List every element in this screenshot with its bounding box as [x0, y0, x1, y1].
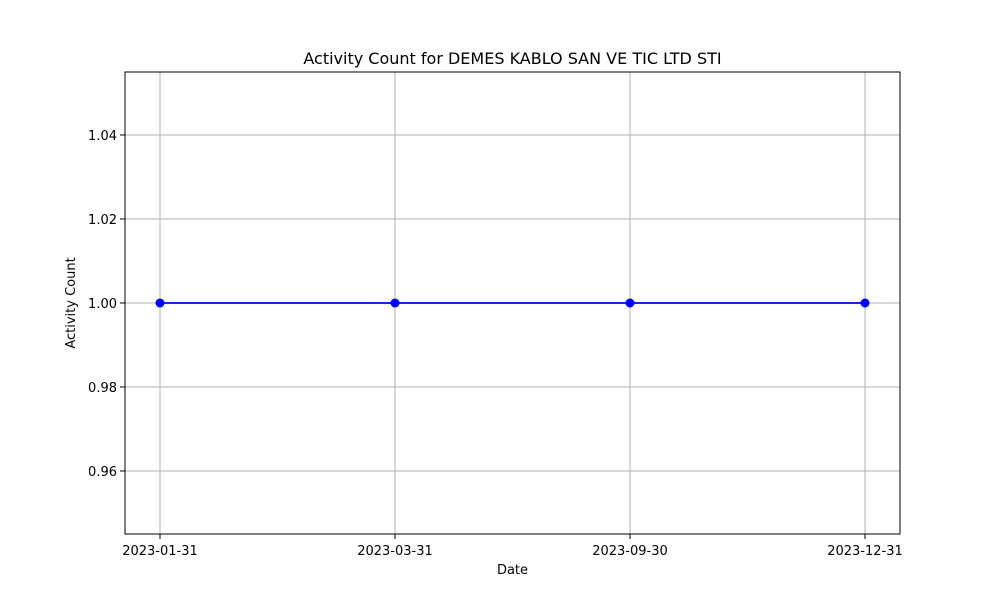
data-point: [390, 298, 400, 308]
y-axis-label: Activity Count: [64, 257, 79, 348]
y-tick-label: 0.98: [88, 381, 117, 396]
x-axis-label: Date: [497, 563, 528, 578]
data-series: [155, 298, 870, 308]
chart-title: Activity Count for DEMES KABLO SAN VE TI…: [303, 49, 721, 68]
x-tick-label: 2023-01-31: [122, 544, 198, 559]
y-tick-label: 1.02: [88, 213, 117, 228]
x-axis-ticks: 2023-01-31 2023-03-31 2023-09-30 2023-12-31: [122, 534, 903, 559]
x-tick-label: 2023-12-31: [827, 544, 903, 559]
data-point: [625, 298, 635, 308]
y-tick-label: 0.96: [88, 465, 117, 480]
x-tick-label: 2023-03-31: [357, 544, 433, 559]
y-tick-label: 1.00: [88, 297, 117, 312]
y-tick-label: 1.04: [88, 129, 117, 144]
data-point: [860, 298, 870, 308]
data-point: [155, 298, 165, 308]
y-axis-ticks: 0.96 0.98 1.00 1.02 1.04: [88, 129, 125, 480]
x-tick-label: 2023-09-30: [592, 544, 668, 559]
